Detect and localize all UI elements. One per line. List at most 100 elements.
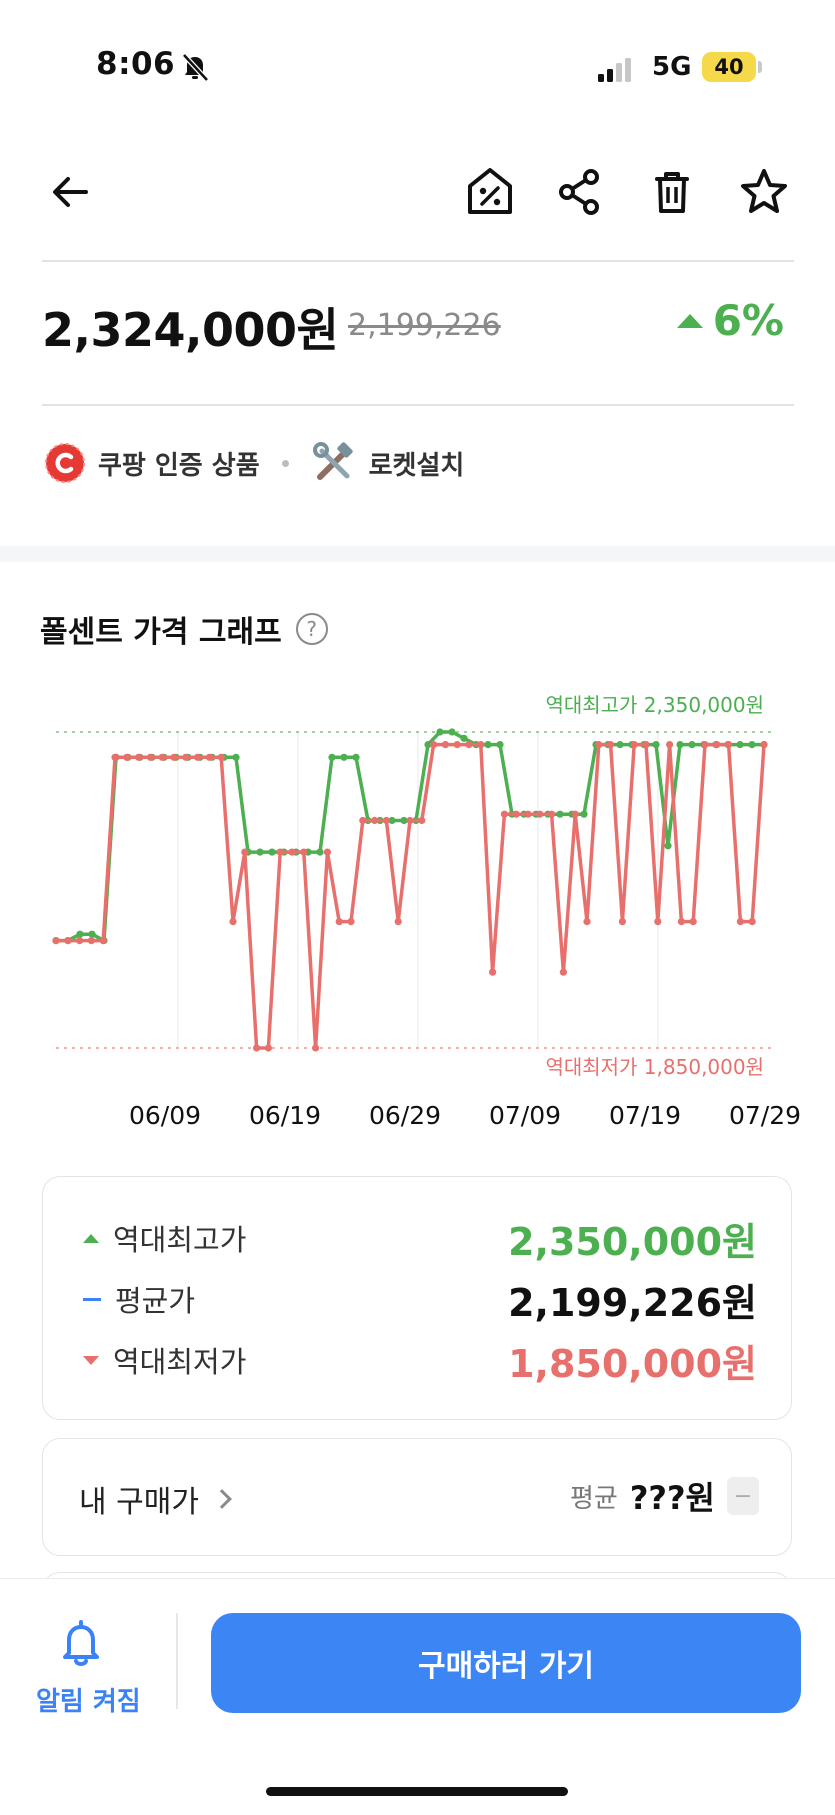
average-marker-icon: [83, 1297, 101, 1301]
chart-point: [394, 918, 402, 926]
chart-point: [652, 741, 660, 749]
my-purchase-summary: 평균 ???원 −: [570, 1473, 759, 1519]
chart-point: [580, 810, 588, 818]
chart-point: [400, 816, 408, 825]
chart-point: [276, 848, 284, 856]
tools-icon: [312, 442, 353, 480]
chart-point: [595, 741, 603, 749]
bottom-divider: [176, 1613, 178, 1709]
hide-price-button[interactable]: −: [727, 1477, 759, 1515]
battery-tip: [758, 61, 762, 73]
chart-point: [64, 937, 72, 945]
chart-point: [99, 937, 107, 945]
top-toolbar: [0, 140, 835, 260]
chart-point: [182, 753, 190, 761]
chart-point: [352, 753, 360, 761]
bottom-action-bar: 알림 켜짐 구매하러 가기: [0, 1578, 835, 1815]
chart-point: [87, 937, 95, 945]
cellular-signal-icon: [598, 58, 631, 82]
arrow-left-icon: [53, 177, 88, 207]
stat-value-high: 2,350,000원: [508, 1219, 757, 1264]
chart-point: [256, 848, 264, 856]
chart-point: [512, 810, 520, 818]
divider-price: [42, 404, 794, 406]
chart-annotation-high: 역대최고가 2,350,000원: [545, 693, 764, 717]
buy-button[interactable]: 구매하러 가기: [211, 1613, 801, 1713]
chart-point: [666, 741, 674, 749]
chart-point: [618, 918, 627, 926]
chart-point: [424, 741, 432, 749]
divider-top: [42, 260, 794, 262]
chart-point: [328, 753, 336, 761]
chart-point: [748, 741, 756, 749]
chart-point: [642, 741, 650, 749]
chart-point: [736, 918, 745, 926]
price-row: 2,324,000원 2,199,226 6%: [42, 286, 794, 357]
chart-point: [382, 816, 390, 825]
badge-rocket-install: 로켓설치: [368, 450, 465, 481]
chart-point: [123, 753, 131, 761]
price-change-percent: 6%: [712, 296, 784, 345]
chart-point: [430, 741, 438, 749]
back-button[interactable]: [40, 162, 100, 222]
trash-icon: [655, 172, 689, 213]
coupang-verified-icon: [45, 443, 85, 483]
my-purchase-card[interactable]: 내 구매가 평균 ???원 −: [42, 1438, 792, 1556]
chart-point: [484, 741, 492, 749]
chart-point: [448, 728, 456, 736]
discount-tag-icon: [468, 168, 512, 214]
delete-button[interactable]: [642, 162, 702, 222]
chart-point: [701, 741, 709, 749]
chart-point: [340, 753, 348, 761]
chart-point: [76, 930, 84, 938]
current-price: 2,324,000원: [42, 303, 339, 357]
chart-point: [688, 741, 696, 749]
average-price-strikethrough: 2,199,226: [348, 308, 501, 343]
up-arrow-icon: [676, 313, 703, 328]
chart-point: [229, 918, 237, 926]
favorite-button[interactable]: [734, 162, 794, 222]
chart-point: [500, 810, 508, 818]
chart-point: [170, 753, 178, 761]
share-icon: [559, 169, 599, 215]
price-change: 6%: [676, 296, 784, 345]
chart-point: [268, 848, 276, 856]
chart-point: [664, 842, 672, 850]
my-purchase-price: ???원: [629, 1479, 715, 1517]
stat-row-average: 평균가 2,199,226원: [83, 1274, 757, 1325]
my-purchase-label[interactable]: 내 구매가: [79, 1477, 232, 1521]
section-gap: [0, 546, 835, 562]
chart-annotation-low: 역대최저가 1,850,000원: [545, 1055, 764, 1079]
chart-point: [713, 741, 721, 749]
help-icon[interactable]: ?: [295, 613, 328, 645]
chart-point: [536, 810, 544, 818]
chart-point: [88, 930, 96, 938]
bell-icon: [63, 1620, 99, 1666]
chart-point: [111, 753, 119, 761]
stat-label-high: 역대최고가: [113, 1223, 247, 1257]
alarm-toggle[interactable]: 알림 켜짐: [36, 1619, 141, 1718]
chevron-right-icon: [212, 1489, 232, 1509]
chart-point: [158, 753, 166, 761]
chart-point: [489, 968, 497, 976]
graph-title-text: 폴센트 가격 그래프: [40, 615, 282, 650]
chart-point: [323, 848, 331, 856]
chart-point: [232, 753, 240, 761]
chart-x-tick: 06/19: [249, 1101, 321, 1130]
chart-point: [316, 848, 324, 856]
chart-point: [571, 810, 579, 818]
coupon-button[interactable]: [460, 162, 520, 222]
chart-point: [312, 1044, 320, 1052]
my-purchase-avg-label: 평균: [570, 1483, 618, 1514]
chart-x-tick: 07/19: [609, 1101, 681, 1130]
chart-point: [725, 741, 733, 749]
chart-point: [556, 810, 564, 818]
chart-point: [760, 741, 768, 749]
alarm-label: 알림 켜짐: [36, 1687, 141, 1717]
chart-point: [241, 848, 249, 856]
chart-point: [689, 918, 697, 926]
chart-point: [748, 918, 756, 926]
share-button[interactable]: [550, 162, 610, 222]
chart-x-tick: 07/09: [489, 1101, 561, 1130]
